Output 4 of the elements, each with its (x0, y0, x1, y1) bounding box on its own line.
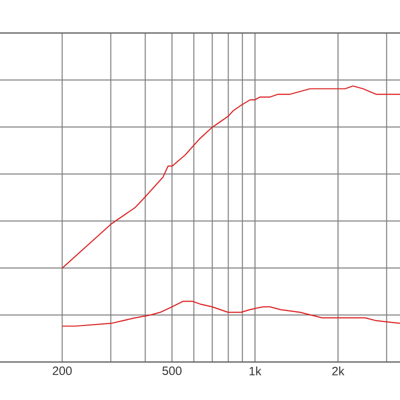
x-tick-label: 2k (332, 366, 344, 376)
x-tick-label: 200 (52, 366, 72, 376)
x-tick-label: 500 (162, 366, 182, 376)
x-tick-label: 1k (250, 366, 262, 376)
